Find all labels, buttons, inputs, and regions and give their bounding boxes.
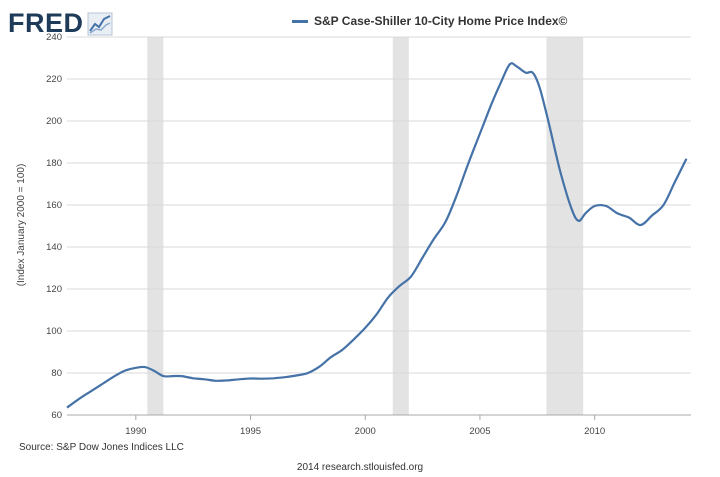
data-point[interactable] — [340, 348, 344, 352]
line-chart: 60 80 100 120 140 160 180 200 220 240 1990 1995 2000… — [16, 32, 691, 437]
data-point[interactable] — [111, 375, 115, 379]
logo-text: FRED — [8, 7, 84, 38]
data-point[interactable] — [432, 237, 436, 241]
y-tick-label: 60 — [51, 410, 62, 421]
y-axis-title: (Index January 2000 = 100) — [16, 164, 27, 287]
data-point[interactable] — [271, 376, 275, 380]
y-tick-label: 180 — [46, 158, 62, 169]
data-point[interactable] — [214, 379, 218, 383]
data-point[interactable] — [249, 376, 253, 380]
data-point[interactable] — [363, 326, 367, 330]
y-tick-label: 120 — [46, 284, 62, 295]
data-point[interactable] — [673, 180, 677, 184]
y-tick-label: 160 — [46, 200, 62, 211]
data-point[interactable] — [226, 378, 230, 382]
data-point[interactable] — [375, 312, 379, 316]
data-point[interactable] — [538, 85, 542, 89]
data-point[interactable] — [489, 102, 493, 106]
data-point[interactable] — [152, 369, 156, 373]
data-point[interactable] — [627, 216, 631, 220]
recession-band-2 — [546, 37, 584, 415]
data-point[interactable] — [283, 375, 287, 379]
data-point[interactable] — [478, 132, 482, 136]
data-point[interactable] — [171, 374, 175, 378]
data-point[interactable] — [180, 374, 184, 378]
data-point[interactable] — [65, 406, 69, 410]
data-point[interactable] — [352, 337, 356, 341]
data-point[interactable] — [294, 374, 298, 378]
data-point[interactable] — [570, 207, 574, 211]
credit-line[interactable]: 2014 research.stlouisfed.org — [296, 462, 424, 473]
chart-legend[interactable]: S&P Case-Shiller 10-City Home Price Inde… — [292, 14, 567, 28]
series-line-0[interactable] — [66, 62, 688, 409]
y-tick-label: 100 — [46, 326, 62, 337]
data-point[interactable] — [499, 81, 503, 85]
data-point[interactable] — [203, 377, 207, 381]
chart-trend-icon — [87, 12, 112, 36]
data-point[interactable] — [409, 274, 413, 278]
data-point[interactable] — [237, 377, 241, 381]
data-point[interactable] — [515, 64, 519, 68]
data-point[interactable] — [661, 203, 665, 207]
data-point[interactable] — [76, 397, 80, 401]
data-point[interactable] — [455, 193, 459, 197]
recession-band-1 — [392, 37, 409, 415]
data-point[interactable] — [593, 204, 597, 208]
axes: 60 80 100 120 140 160 180 200 220 240 1990 1995 2000… — [46, 32, 691, 437]
y-tick-label: 240 — [46, 32, 62, 43]
data-point[interactable] — [531, 71, 535, 75]
fred-logo[interactable]: FRED — [8, 6, 113, 40]
x-tick-label: 2005 — [469, 426, 490, 437]
data-point[interactable] — [329, 355, 333, 359]
data-point[interactable] — [524, 71, 528, 75]
x-tick-label: 2010 — [584, 426, 605, 437]
series-layer — [65, 62, 688, 410]
legend-label: S&P Case-Shiller 10-City Home Price Inde… — [314, 14, 568, 28]
x-tick-label: 2000 — [355, 426, 376, 437]
y-tick-label: 140 — [46, 242, 62, 253]
data-point[interactable] — [577, 219, 581, 223]
data-point[interactable] — [99, 383, 103, 387]
source-note: Source: S&P Dow Jones Indices LLC — [19, 442, 184, 453]
y-tick-label: 200 — [46, 116, 62, 127]
data-point[interactable] — [444, 220, 448, 224]
data-point[interactable] — [317, 365, 321, 369]
data-point[interactable] — [508, 62, 512, 66]
y-tick-label: 220 — [46, 74, 62, 85]
x-tick-label: 1995 — [240, 426, 261, 437]
data-point[interactable] — [616, 211, 620, 215]
data-point[interactable] — [466, 161, 470, 165]
legend-swatch — [292, 19, 308, 23]
recession-bands — [147, 37, 584, 415]
data-point[interactable] — [88, 390, 92, 394]
data-point[interactable] — [191, 376, 195, 380]
data-point[interactable] — [122, 369, 126, 373]
x-tick-label: 1990 — [125, 426, 146, 437]
data-point[interactable] — [547, 121, 551, 125]
data-point[interactable] — [684, 157, 688, 161]
data-point[interactable] — [604, 204, 608, 208]
data-point[interactable] — [398, 284, 402, 288]
data-point[interactable] — [143, 365, 147, 369]
y-tick-label: 80 — [51, 368, 62, 379]
data-point[interactable] — [260, 377, 264, 381]
data-point[interactable] — [386, 295, 390, 299]
recession-band-0 — [147, 37, 164, 415]
data-point[interactable] — [583, 211, 587, 215]
data-point[interactable] — [306, 371, 310, 375]
data-point[interactable] — [161, 374, 165, 378]
data-point[interactable] — [650, 214, 654, 218]
data-point[interactable] — [134, 366, 138, 370]
data-point[interactable] — [421, 256, 425, 260]
data-point[interactable] — [558, 169, 562, 173]
data-point[interactable] — [639, 223, 643, 227]
